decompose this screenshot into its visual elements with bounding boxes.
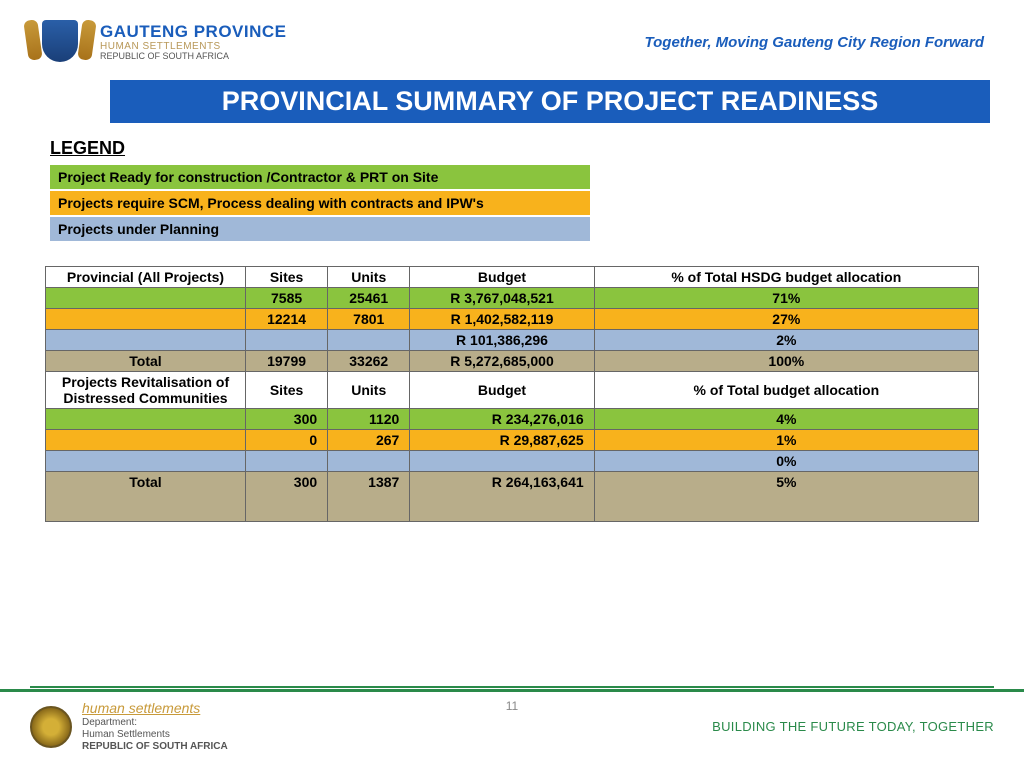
- header-motto: Together, Moving Gauteng City Region For…: [645, 34, 994, 51]
- table-header: Provincial (All Projects): [46, 267, 246, 288]
- table-cell: 0: [246, 430, 328, 451]
- table-cell: 0%: [594, 451, 978, 472]
- table-header: Units: [328, 372, 410, 409]
- table-total-cell: 100%: [594, 351, 978, 372]
- table-cell: R 29,887,625: [410, 430, 594, 451]
- table-header: Budget: [410, 267, 594, 288]
- republic-name: REPUBLIC OF SOUTH AFRICA: [100, 52, 287, 62]
- table-cell: [46, 409, 246, 430]
- header-text-block: GAUTENG PROVINCE HUMAN SETTLEMENTS REPUB…: [100, 23, 287, 63]
- legend-block: LEGEND Project Ready for construction /C…: [50, 138, 1024, 241]
- header-left: GAUTENG PROVINCE HUMAN SETTLEMENTS REPUB…: [30, 15, 287, 70]
- table-cell: 2%: [594, 330, 978, 351]
- table-cell: 1%: [594, 430, 978, 451]
- table-cell: [410, 451, 594, 472]
- province-crest-icon: [30, 15, 90, 70]
- table-total-cell: 33262: [328, 351, 410, 372]
- province-name: GAUTENG PROVINCE: [100, 23, 287, 42]
- table-total-cell: R 5,272,685,000: [410, 351, 594, 372]
- table-header: % of Total budget allocation: [594, 372, 978, 409]
- table-cell: [46, 330, 246, 351]
- table-cell: 7801: [328, 309, 410, 330]
- table-cell: [328, 451, 410, 472]
- footer: human settlements Department: Human Sett…: [0, 689, 1024, 768]
- table-header: Projects Revitalisation of Distressed Co…: [46, 372, 246, 409]
- table-cell: 12214: [246, 309, 328, 330]
- table-cell: 267: [328, 430, 410, 451]
- table-cell: 27%: [594, 309, 978, 330]
- table-row: 758525461R 3,767,048,52171%: [46, 288, 979, 309]
- header: GAUTENG PROVINCE HUMAN SETTLEMENTS REPUB…: [0, 0, 1024, 80]
- table-cell: [46, 309, 246, 330]
- table-header: % of Total HSDG budget allocation: [594, 267, 978, 288]
- table-total-cell: 300: [246, 472, 328, 522]
- tables-container: Provincial (All Projects)SitesUnitsBudge…: [45, 266, 979, 522]
- legend-heading: LEGEND: [50, 138, 1024, 159]
- footer-left: human settlements Department: Human Sett…: [30, 700, 228, 753]
- legend-item: Projects require SCM, Process dealing wi…: [50, 191, 590, 215]
- table-cell: [46, 451, 246, 472]
- footer-dept-label: Department:: [82, 717, 228, 729]
- table-header: Sites: [246, 372, 328, 409]
- legend-item: Projects under Planning: [50, 217, 590, 241]
- footer-republic: REPUBLIC OF SOUTH AFRICA: [82, 741, 228, 753]
- summary-table: Provincial (All Projects)SitesUnitsBudge…: [45, 266, 979, 522]
- legend-item: Project Ready for construction /Contract…: [50, 165, 590, 189]
- footer-text: human settlements Department: Human Sett…: [82, 700, 228, 753]
- table-cell: [46, 288, 246, 309]
- table-cell: [246, 451, 328, 472]
- footer-dept-name: Human Settlements: [82, 729, 228, 741]
- table-total-cell: Total: [46, 351, 246, 372]
- table-cell: 300: [246, 409, 328, 430]
- table-cell: [46, 430, 246, 451]
- table-cell: R 1,402,582,119: [410, 309, 594, 330]
- page-title: PROVINCIAL SUMMARY OF PROJECT READINESS: [110, 80, 990, 123]
- table-row: 3001120R 234,276,0164%: [46, 409, 979, 430]
- table-cell: 25461: [328, 288, 410, 309]
- table-header: Units: [328, 267, 410, 288]
- table-total-cell: Total: [46, 472, 246, 522]
- table-total-cell: 19799: [246, 351, 328, 372]
- table-cell: [328, 330, 410, 351]
- footer-motto: BUILDING THE FUTURE TODAY, TOGETHER: [712, 719, 994, 734]
- footer-dept-title: human settlements: [82, 700, 228, 717]
- table-cell: R 101,386,296: [410, 330, 594, 351]
- table-row: R 101,386,2962%: [46, 330, 979, 351]
- national-crest-icon: [30, 706, 72, 748]
- table-total-row: Total1979933262R 5,272,685,000100%: [46, 351, 979, 372]
- table-cell: R 234,276,016: [410, 409, 594, 430]
- table-cell: 4%: [594, 409, 978, 430]
- table-cell: [246, 330, 328, 351]
- table-header: Sites: [246, 267, 328, 288]
- table-row: 0%: [46, 451, 979, 472]
- table-total-row: Total3001387R 264,163,6415%: [46, 472, 979, 522]
- table-row: 122147801R 1,402,582,11927%: [46, 309, 979, 330]
- table-row: 0267R 29,887,6251%: [46, 430, 979, 451]
- table-cell: 71%: [594, 288, 978, 309]
- table-cell: R 3,767,048,521: [410, 288, 594, 309]
- table-total-cell: R 264,163,641: [410, 472, 594, 522]
- table-cell: 1120: [328, 409, 410, 430]
- table-header: Budget: [410, 372, 594, 409]
- table-total-cell: 5%: [594, 472, 978, 522]
- table-total-cell: 1387: [328, 472, 410, 522]
- table-cell: 7585: [246, 288, 328, 309]
